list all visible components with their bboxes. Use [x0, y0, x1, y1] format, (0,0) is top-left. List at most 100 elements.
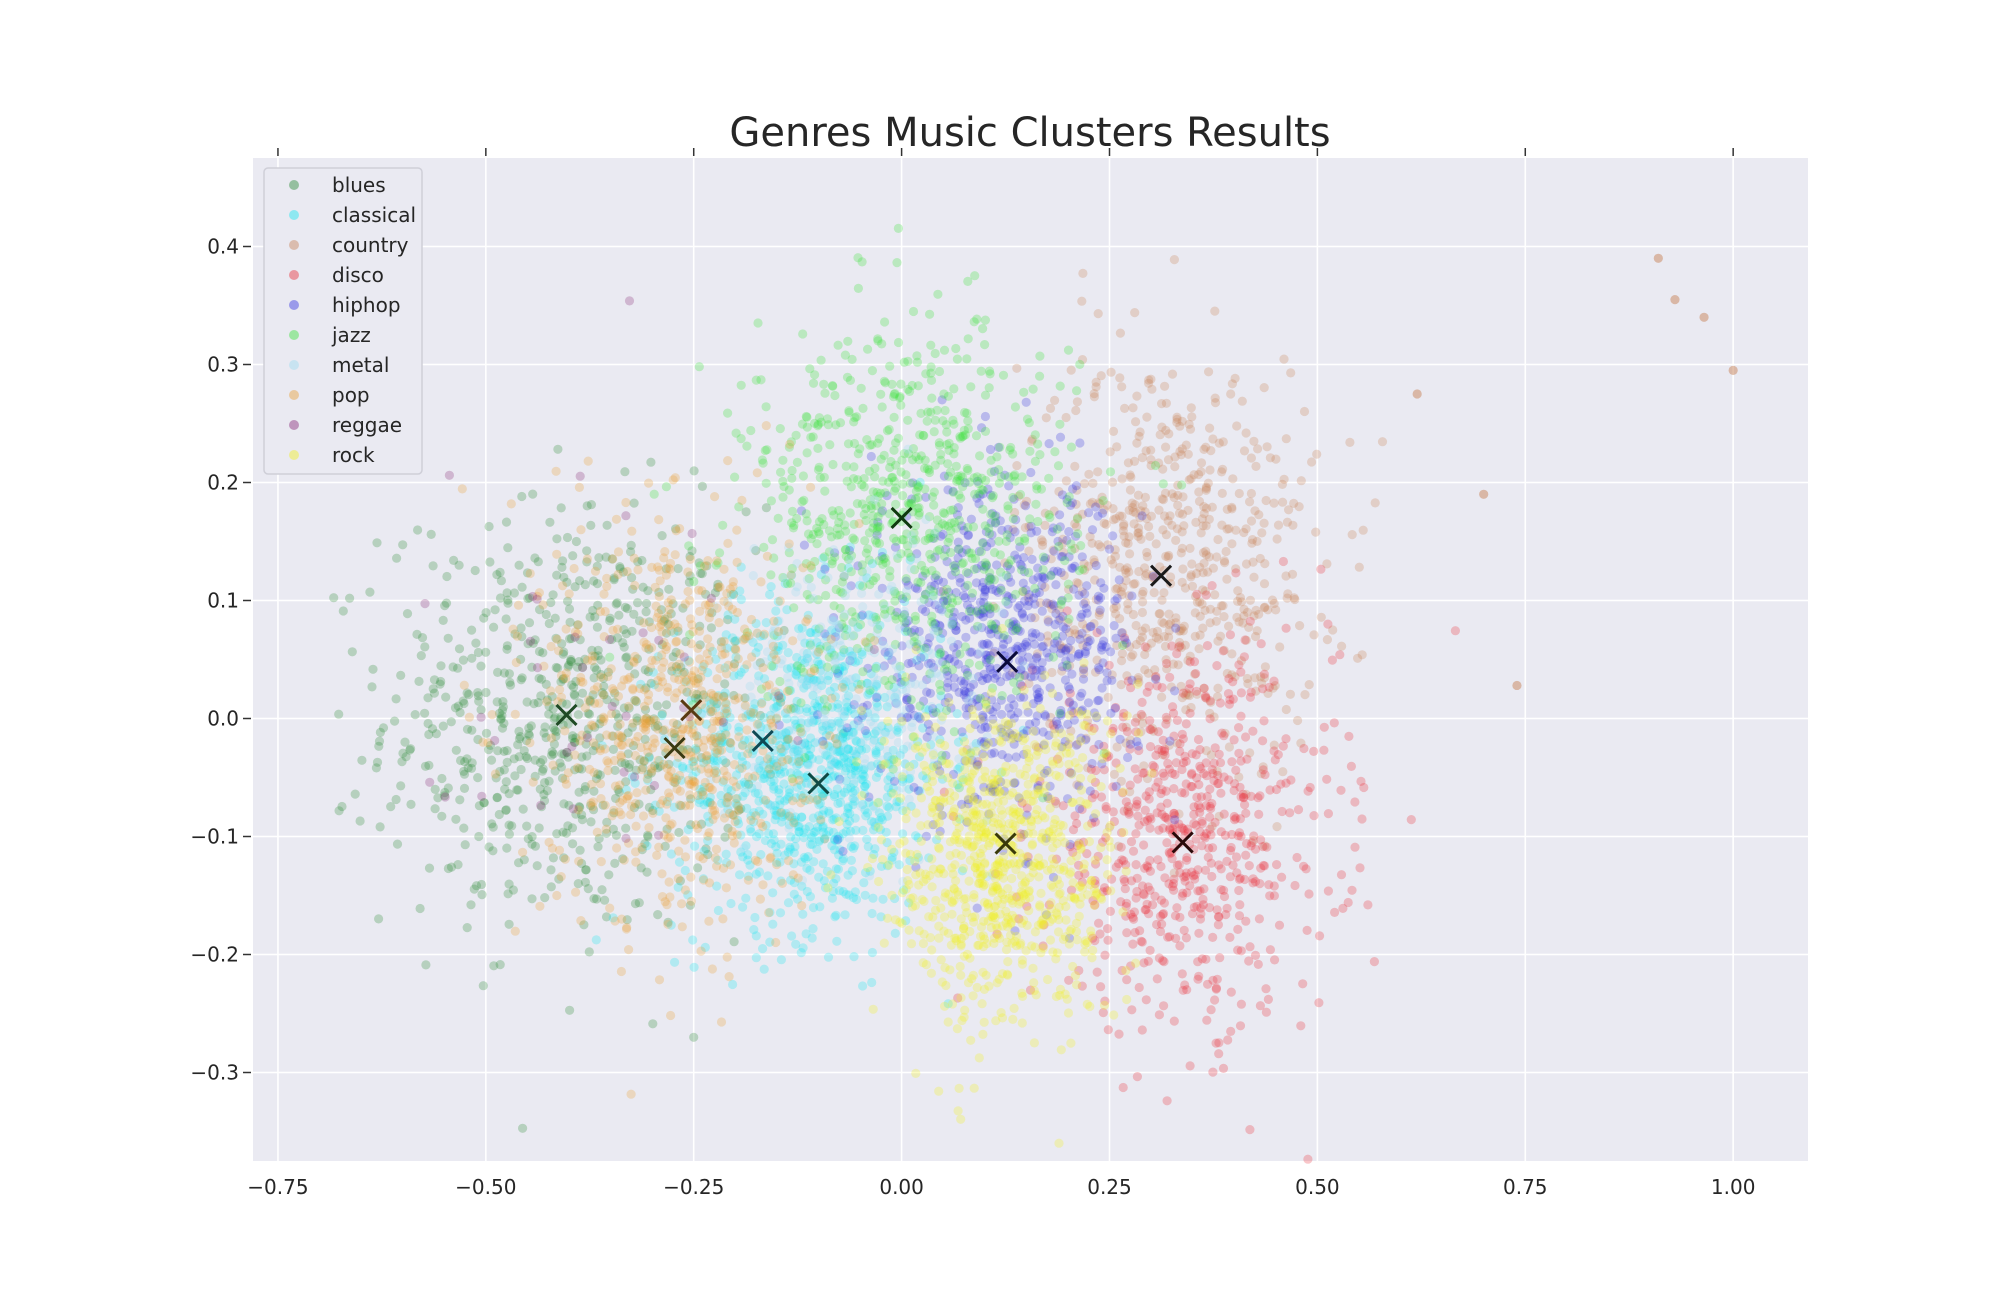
scatter-point-metal: [848, 731, 857, 740]
scatter-point-disco: [1200, 832, 1209, 841]
scatter-point-pop: [763, 754, 772, 763]
scatter-point-jazz: [995, 479, 1004, 488]
scatter-point-blues: [633, 598, 642, 607]
scatter-point-classical: [878, 895, 887, 904]
scatter-point-disco: [1272, 860, 1281, 869]
scatter-point-country: [1348, 530, 1357, 539]
scatter-point-hiphop: [1088, 525, 1097, 534]
scatter-point-jazz: [950, 727, 959, 736]
scatter-point-disco: [1156, 862, 1165, 871]
scatter-point-pop: [806, 561, 815, 570]
scatter-point-jazz: [821, 591, 830, 600]
scatter-point-hiphop: [967, 515, 976, 524]
scatter-point-jazz: [909, 307, 918, 316]
scatter-point-metal: [838, 710, 847, 719]
scatter-point-metal: [928, 649, 937, 658]
scatter-point-disco: [1261, 984, 1270, 993]
scatter-point-pop: [614, 570, 623, 579]
scatter-point-metal: [803, 575, 812, 584]
scatter-point-metal: [807, 641, 816, 650]
scatter-point-disco: [1309, 747, 1318, 756]
scatter-point-disco: [1241, 635, 1250, 644]
scatter-point-jazz: [1033, 517, 1042, 526]
scatter-point-hiphop: [1036, 632, 1045, 641]
scatter-point-blues: [451, 815, 460, 824]
scatter-point-jazz: [834, 518, 843, 527]
scatter-point-disco: [1255, 791, 1264, 800]
scatter-point-country: [1278, 480, 1287, 489]
scatter-point-hiphop: [1054, 616, 1063, 625]
scatter-point-country: [1131, 417, 1140, 426]
scatter-point-jazz: [753, 318, 762, 327]
scatter-point-country: [1173, 415, 1182, 424]
scatter-point-jazz: [956, 649, 965, 658]
scatter-point-blues: [425, 864, 434, 873]
scatter-point-blues: [420, 709, 429, 718]
x-tick-label: −0.75: [247, 1175, 308, 1199]
scatter-point-disco: [1178, 730, 1187, 739]
scatter-point-classical: [867, 978, 876, 987]
scatter-point-country: [1222, 575, 1231, 584]
scatter-point-hiphop: [1010, 527, 1019, 536]
scatter-point-disco: [1192, 750, 1201, 759]
scatter-point-disco: [1245, 1125, 1254, 1134]
scatter-point-classical: [806, 628, 815, 637]
scatter-point-jazz: [778, 456, 787, 465]
scatter-point-disco: [1292, 853, 1301, 862]
scatter-point-jazz: [1035, 450, 1044, 459]
scatter-point-country: [1218, 601, 1227, 610]
scatter-point-blues: [379, 723, 388, 732]
scatter-point-jazz: [793, 458, 802, 467]
scatter-point-disco: [1232, 852, 1241, 861]
scatter-point-country: [1132, 439, 1141, 448]
scatter-point-hiphop: [1038, 607, 1047, 616]
scatter-point-jazz: [778, 477, 787, 486]
scatter-point-classical: [735, 870, 744, 879]
scatter-point-blues: [506, 681, 515, 690]
scatter-point-metal: [930, 629, 939, 638]
scatter-point-jazz: [952, 462, 961, 471]
scatter-point-jazz: [885, 463, 894, 472]
scatter-point-country: [1281, 571, 1290, 580]
scatter-point-blues: [520, 746, 529, 755]
scatter-point-country: [1205, 465, 1214, 474]
scatter-point-blues: [460, 784, 469, 793]
scatter-point-disco: [1191, 669, 1200, 678]
scatter-point-country: [1132, 621, 1141, 630]
scatter-point-country: [1295, 502, 1304, 511]
scatter-point-blues: [585, 947, 594, 956]
scatter-point-country: [1125, 549, 1134, 558]
scatter-point-hiphop: [1049, 644, 1058, 653]
scatter-point-jazz: [1054, 461, 1063, 470]
scatter-point-blues: [444, 634, 453, 643]
scatter-point-metal: [895, 624, 904, 633]
scatter-point-country: [1204, 367, 1213, 376]
scatter-point-country: [1284, 505, 1293, 514]
scatter-point-metal: [805, 657, 814, 666]
scatter-point-pop: [553, 635, 562, 644]
scatter-point-pop: [622, 923, 631, 932]
scatter-point-blues: [593, 623, 602, 632]
scatter-point-blues: [390, 717, 399, 726]
scatter-point-jazz: [842, 462, 851, 471]
scatter-point-disco: [1180, 926, 1189, 935]
scatter-point-metal: [927, 702, 936, 711]
scatter-point-blues: [535, 647, 544, 656]
scatter-point-disco: [1121, 884, 1130, 893]
scatter-point-blues: [610, 859, 619, 868]
scatter-point-jazz: [921, 369, 930, 378]
scatter-point-blues: [642, 607, 651, 616]
scatter-point-jazz: [1054, 542, 1063, 551]
scatter-point-jazz: [718, 521, 727, 530]
scatter-point-blues: [430, 689, 439, 698]
scatter-point-jazz: [1073, 514, 1082, 523]
scatter-point-blues: [424, 730, 433, 739]
scatter-point-blues: [642, 868, 651, 877]
scatter-point-country: [1144, 522, 1153, 531]
scatter-point-metal: [836, 776, 845, 785]
scatter-point-pop: [723, 798, 732, 807]
scatter-point-jazz: [1031, 430, 1040, 439]
scatter-point-jazz: [1030, 584, 1039, 593]
scatter-point-disco: [1227, 988, 1236, 997]
